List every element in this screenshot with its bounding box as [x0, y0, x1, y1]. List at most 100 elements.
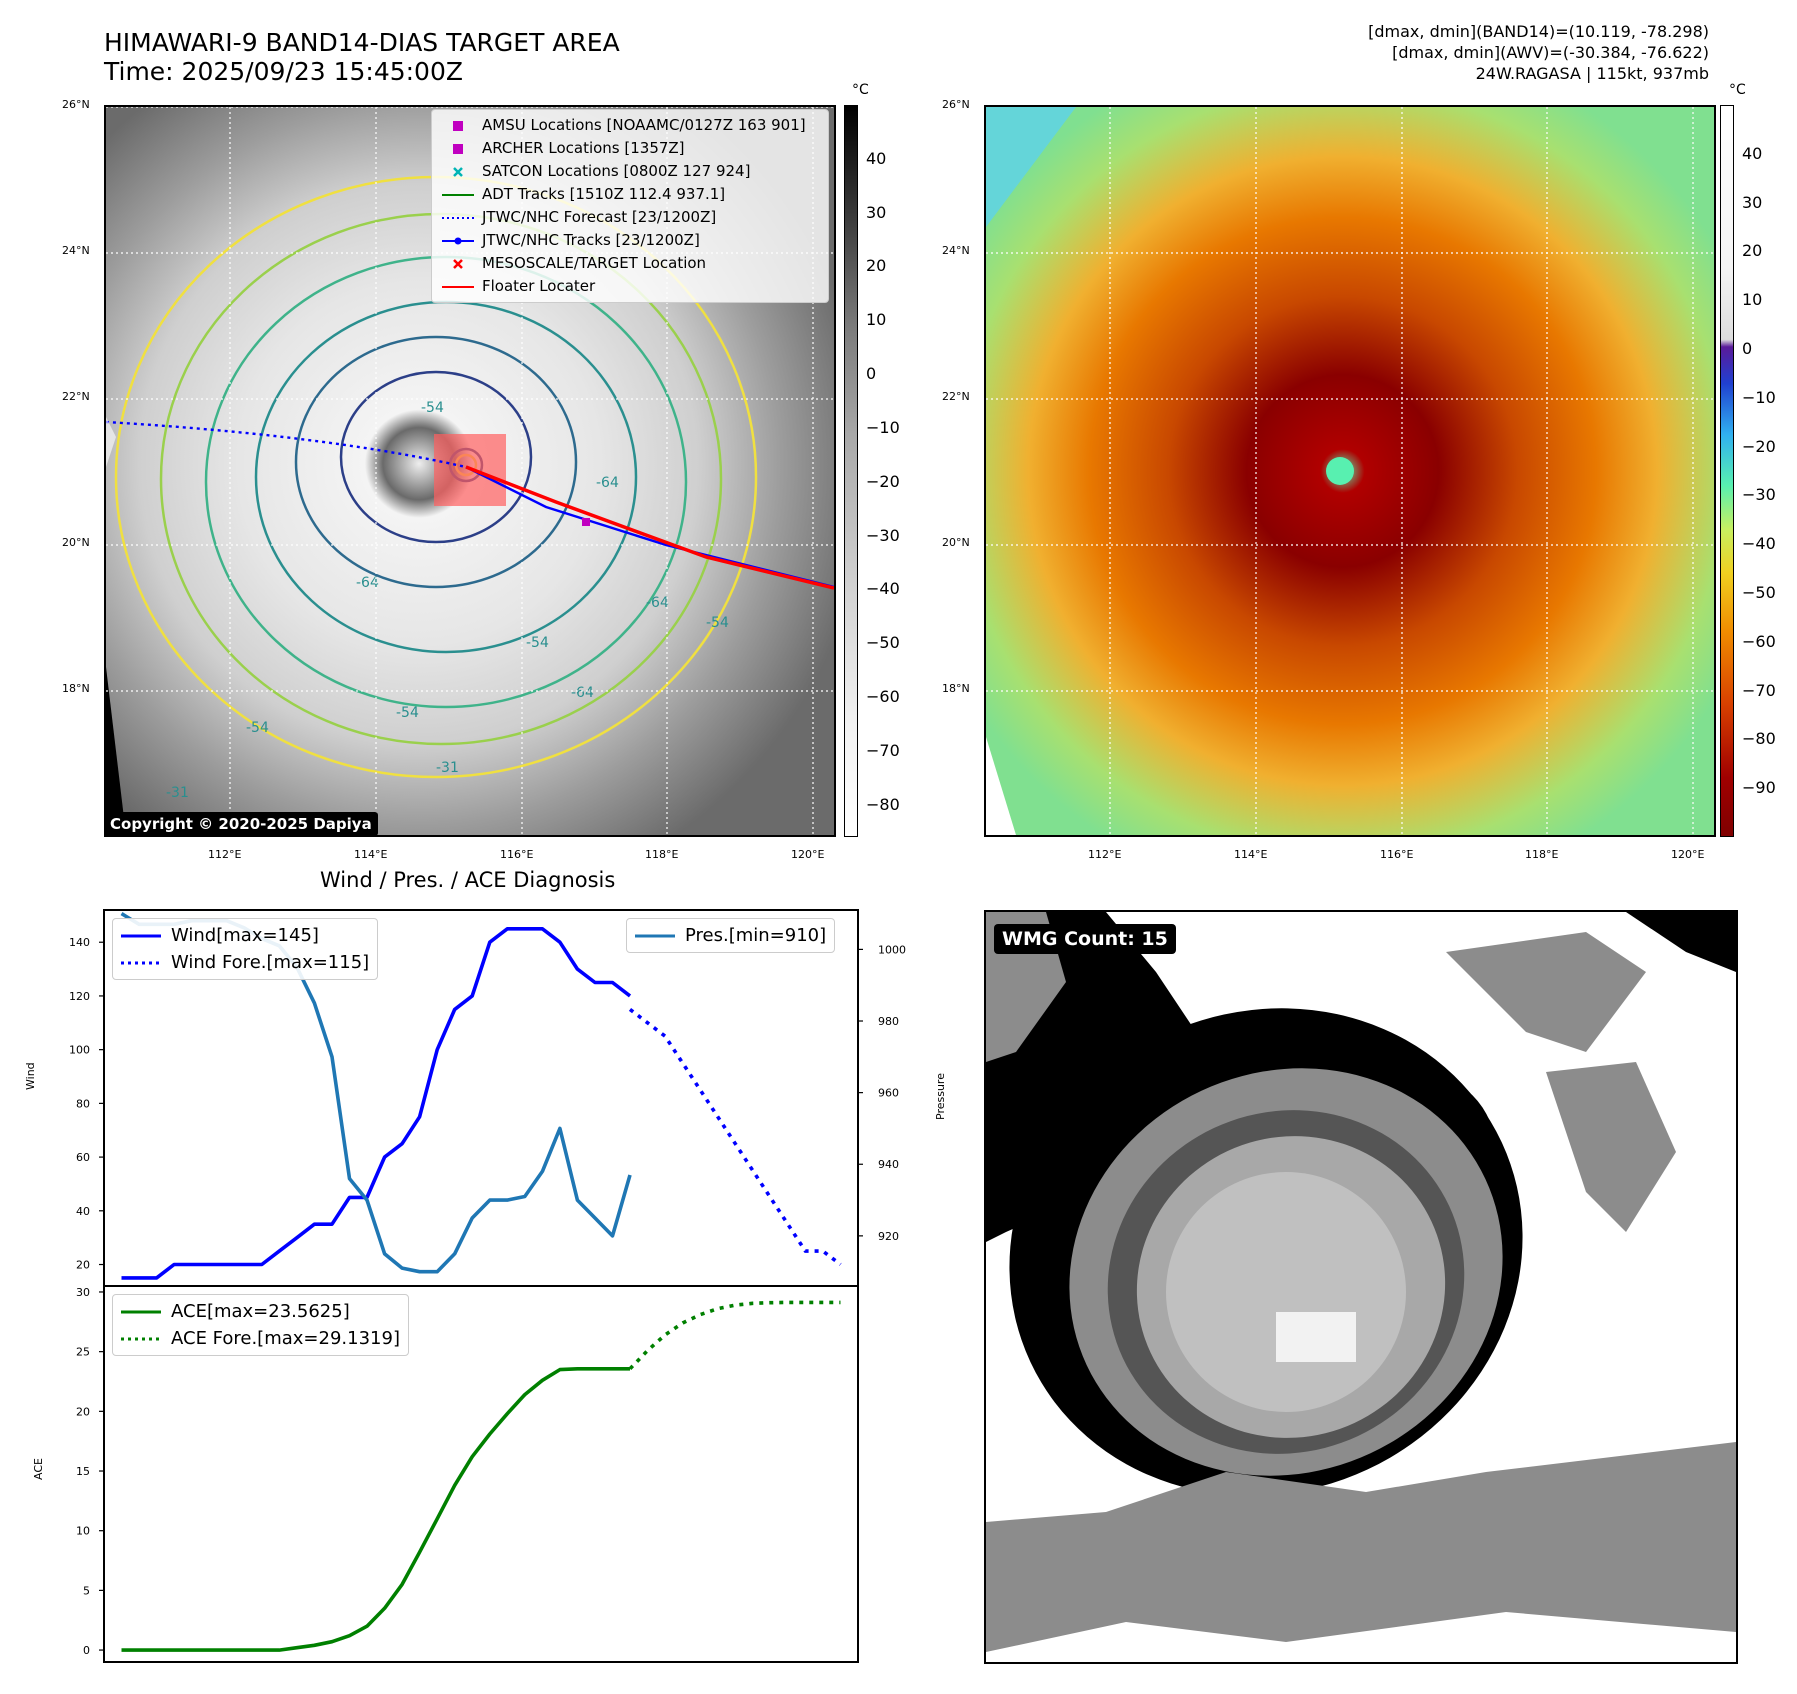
dotted-line-icon: [121, 961, 161, 964]
wind-axis-label: Wind: [24, 1062, 37, 1090]
y-tick-label: 10: [76, 1525, 90, 1538]
coastline: [106, 417, 116, 467]
y-right-tick-label: 920: [878, 1230, 899, 1243]
contour-label: -54: [246, 720, 269, 736]
legend-item-ace-forecast: ACE Fore.[max=29.1319]: [121, 1325, 400, 1352]
legend-item-floater: Floater Locater: [440, 275, 820, 298]
ir-colorbar-tick: −80: [866, 794, 900, 814]
archer-location-marker: [582, 518, 590, 526]
y-tick-label: 30: [76, 1286, 90, 1299]
lat-tick-label: 18°N: [942, 682, 970, 695]
y-tick-label: 0: [83, 1644, 90, 1657]
awv-colorbar-tick: −20: [1742, 436, 1776, 456]
page-title: HIMAWARI-9 BAND14-DIAS TARGET AREA: [104, 28, 620, 57]
lon-tick-label: 116°E: [1380, 848, 1414, 861]
y-right-tick-label: 1000: [878, 943, 906, 956]
contour-label: -54: [706, 615, 729, 631]
contour-label: -31: [166, 785, 189, 801]
observation-time: Time: 2025/09/23 15:45:00Z: [104, 57, 463, 86]
lat-tick-label: 20°N: [942, 536, 970, 549]
lon-tick-label: 112°E: [208, 848, 242, 861]
legend-item-amsu: AMSU Locations [NOAAMC/0127Z 163 901]: [440, 114, 820, 137]
contour-label: -64: [356, 575, 379, 591]
wind-fore-series-line: [628, 1007, 842, 1266]
ir-colorbar-tick: −50: [866, 633, 900, 653]
ir-colorbar-tick: −40: [866, 579, 900, 599]
wmg-eye-panel: [984, 910, 1738, 1664]
dotted-line-icon: [442, 216, 474, 219]
y-right-tick-label: 980: [878, 1015, 899, 1028]
awv-colorbar-tick: 30: [1742, 192, 1763, 212]
lon-tick-label: 118°E: [645, 848, 679, 861]
y-tick-label: 140: [69, 936, 90, 949]
legend-item-archer: ARCHER Locations [1357Z]: [440, 137, 820, 160]
dotted-line-icon: [121, 1337, 161, 1340]
copyright-badge: Copyright © 2020-2025 Dapiya: [104, 812, 378, 836]
legend-item-tracks: JTWC/NHC Tracks [23/1200Z]: [440, 229, 820, 252]
lat-tick-label: 18°N: [62, 682, 90, 695]
ir-colorbar-tick: 40: [866, 148, 887, 168]
awv-stats: [dmax, dmin](AWV)=(-30.384, -76.622): [1392, 43, 1709, 62]
x-marker-icon: [453, 166, 463, 177]
contour-label: -64: [571, 685, 594, 701]
lon-tick-label: 120°E: [791, 848, 825, 861]
wmg-count-badge: WMG Count: 15: [994, 924, 1176, 954]
pressure-axis-label: Pressure: [934, 1073, 947, 1120]
ir-legend: AMSU Locations [NOAAMC/0127Z 163 901] AR…: [431, 109, 829, 303]
ace-series-line: [121, 1366, 630, 1652]
lat-tick-label: 22°N: [942, 390, 970, 403]
lon-tick-label: 114°E: [1234, 848, 1268, 861]
lat-tick-label: 24°N: [62, 244, 90, 257]
y-right-tick-label: 960: [878, 1087, 899, 1100]
contour-labels: -54 -64 -54 -54 -64 -54 -31 -31 -54 -64 …: [166, 400, 729, 801]
y-tick-label: 120: [69, 990, 90, 1003]
lon-tick-label: 120°E: [1671, 848, 1705, 861]
awv-colorbar-tick: 20: [1742, 241, 1763, 261]
x-marker-icon: [453, 258, 463, 269]
y-tick-label: 40: [76, 1205, 90, 1218]
contour-label: -54: [421, 400, 444, 416]
awv-colorbar-tick: 0: [1742, 339, 1753, 358]
lat-tick-label: 26°N: [942, 98, 970, 111]
ir-colorbar-tick: 20: [866, 256, 887, 276]
y-tick-label: 20: [76, 1259, 90, 1272]
awv-colorbar-tick: −40: [1742, 534, 1776, 554]
lon-tick-label: 112°E: [1088, 848, 1122, 861]
square-marker-icon: [453, 120, 463, 131]
legend-item-satcon: SATCON Locations [0800Z 127 924]: [440, 160, 820, 183]
lon-tick-label: 116°E: [500, 848, 534, 861]
lat-tick-label: 24°N: [942, 244, 970, 257]
contour-label: -64: [596, 475, 619, 491]
wind-legend: Wind[max=145] Wind Fore.[max=115]: [112, 918, 379, 980]
legend-item-ace: ACE[max=23.5625]: [121, 1298, 400, 1325]
awv-colorbar-tick: −60: [1742, 631, 1776, 651]
awv-colorbar-tick: −90: [1742, 778, 1776, 798]
ace-legend: ACE[max=23.5625] ACE Fore.[max=29.1319]: [112, 1294, 409, 1356]
legend-item-mesoscale: MESOSCALE/TARGET Location: [440, 252, 820, 275]
ir-colorbar-tick: 0: [866, 364, 877, 384]
ir-colorbar-tick: −60: [866, 687, 900, 707]
diagnosis-title: Wind / Pres. / ACE Diagnosis: [320, 868, 616, 892]
graticule: [986, 107, 1714, 835]
y-tick-label: 100: [69, 1044, 90, 1057]
awv-colorbar-tick: −70: [1742, 680, 1776, 700]
awv-colorbar-tick: 40: [1742, 143, 1763, 163]
wmg-imagery: [986, 912, 1736, 1652]
band14-stats: [dmax, dmin](BAND14)=(10.119, -78.298): [1368, 22, 1709, 41]
awv-colorbar: [1720, 105, 1734, 837]
legend-item-wind: Wind[max=145]: [121, 922, 369, 949]
line-icon: [442, 285, 474, 288]
ace-fore-series-line: [628, 1300, 841, 1371]
y-tick-label: 15: [76, 1465, 90, 1478]
awv-colorbar-tick: −50: [1742, 583, 1776, 602]
y-tick-label: 25: [76, 1346, 90, 1359]
square-marker-icon: [453, 143, 463, 154]
ace-axes-frame: [103, 1285, 859, 1663]
ir-colorbar-tick: −20: [866, 471, 900, 491]
pressure-legend: Pres.[min=910]: [626, 918, 836, 953]
awv-colorbar-tick: −30: [1742, 485, 1776, 505]
line-icon: [121, 1310, 161, 1313]
ir-colorbar-tick: −30: [866, 525, 900, 545]
ir-colorbar-tick: −70: [866, 740, 900, 760]
contour-label: -31: [436, 760, 459, 776]
